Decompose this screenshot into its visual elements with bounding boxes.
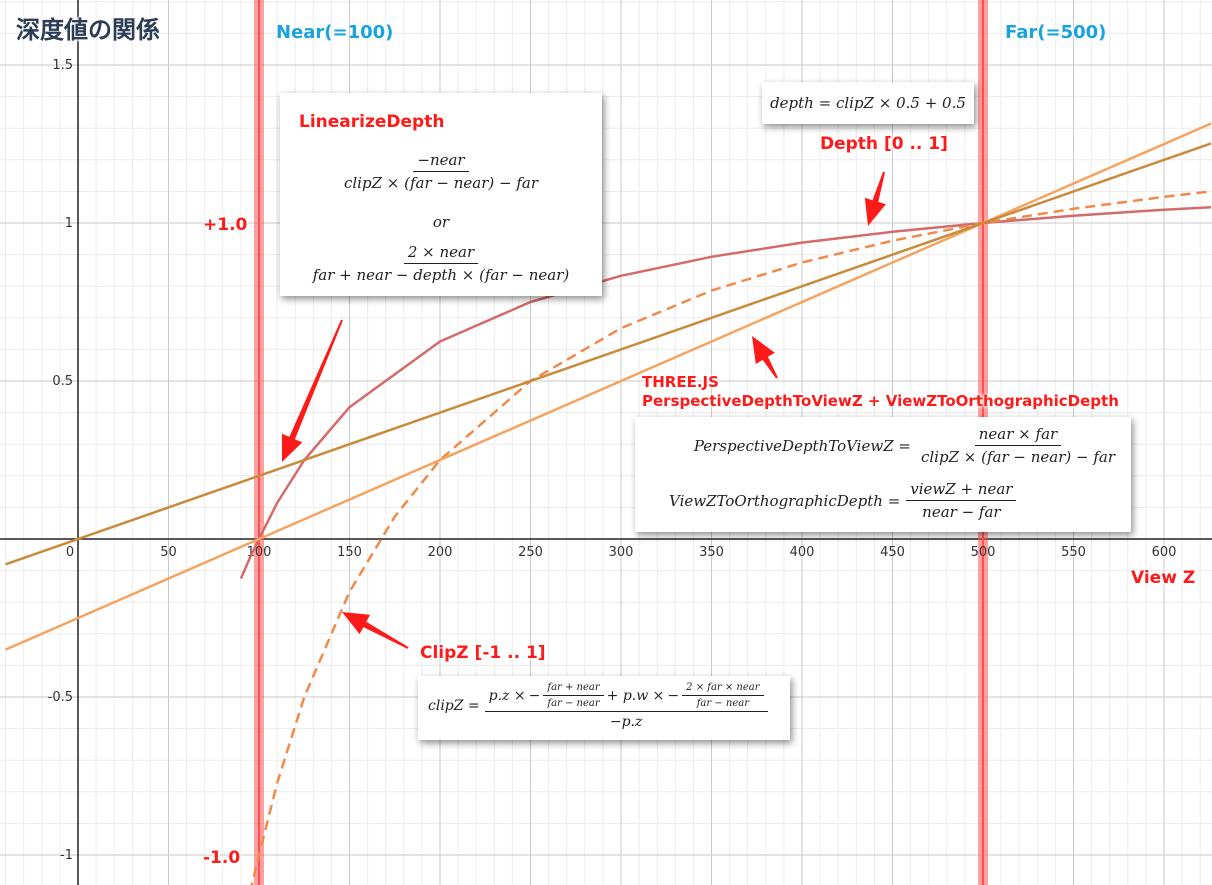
series-linearizedepth	[5, 142, 1212, 566]
minus-one-label: -1.0	[203, 848, 241, 868]
series-three-js	[5, 122, 1212, 651]
x-tick-label: 450	[880, 545, 905, 560]
y-tick-label: -1	[60, 848, 73, 863]
threejs-arrow	[752, 336, 778, 379]
x-tick-label: 400	[790, 545, 815, 560]
linearize-arrow	[282, 319, 343, 462]
threejs-functions-label: PerspectiveDepthToViewZ + ViewZToOrthogr…	[642, 392, 1119, 410]
x-tick-label: 550	[1061, 545, 1086, 560]
clipz-formula-box: clipZ = p.z × − far + near far − near + …	[418, 676, 790, 740]
p2v-fraction: near × far clipZ × (far − near) − far	[920, 425, 1115, 466]
view-z-label: View Z	[1131, 568, 1196, 588]
depth-formula: depth = clipZ × 0.5 + 0.5	[770, 94, 966, 112]
x-tick-label: 600	[1152, 545, 1177, 560]
x-tick-label: 0	[66, 545, 74, 560]
plus-one-label: +1.0	[203, 215, 248, 235]
near-label: Near(=100)	[276, 22, 394, 43]
x-tick-label: 200	[428, 545, 453, 560]
linearize-formula-box: LinearizeDepth −near clipZ × (far − near…	[280, 93, 602, 296]
v2o-lhs: ViewZToOrthographicDepth =	[669, 491, 901, 510]
or-text: or	[432, 213, 450, 231]
x-tick-label: 150	[337, 545, 362, 560]
v2o-fraction: viewZ + near near − far	[906, 480, 1017, 521]
x-tick-label: 100	[247, 545, 272, 560]
depth-arrow	[864, 171, 886, 226]
x-tick-label: 250	[518, 545, 543, 560]
y-tick-label: -0.5	[48, 690, 73, 705]
y-tick-label: 0.5	[52, 374, 73, 389]
depth-range-label: Depth [0 .. 1]	[820, 134, 948, 154]
linearize-fraction-1: −near clipZ × (far − near) − far	[343, 151, 539, 192]
page-title: 深度値の関係	[16, 16, 160, 44]
threejs-formula-box: PerspectiveDepthToViewZ = near × far cli…	[635, 417, 1131, 532]
depth-formula-box: depth = clipZ × 0.5 + 0.5	[762, 82, 974, 124]
threejs-label: THREE.JS	[642, 373, 719, 391]
linearize-fraction-2: 2 × near far + near − depth × (far − nea…	[312, 243, 570, 284]
series-clipz-1-1	[250, 190, 1212, 885]
far-label: Far(=500)	[1005, 22, 1107, 43]
x-tick-label: 350	[699, 545, 724, 560]
x-tick-label: 500	[971, 545, 996, 560]
clipz-range-label: ClipZ [-1 .. 1]	[420, 643, 546, 663]
p2v-lhs: PerspectiveDepthToViewZ =	[693, 436, 911, 455]
clipz-lhs: clipZ =	[428, 698, 480, 714]
clipz-fraction: p.z × − far + near far − near + p.w × − …	[484, 682, 768, 730]
clipz-arrow	[342, 612, 409, 649]
x-tick-label: 300	[609, 545, 634, 560]
x-tick-label: 50	[160, 545, 177, 560]
y-tick-label: 1	[65, 216, 73, 231]
linearize-title: LinearizeDepth	[299, 112, 445, 132]
y-tick-label: 1.5	[52, 58, 73, 73]
